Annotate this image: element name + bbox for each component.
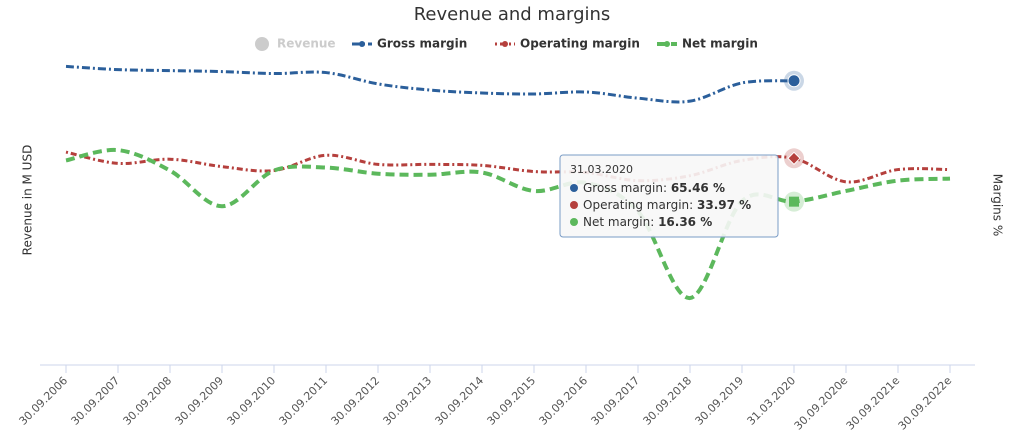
- x-tick-label: 30.09.2008: [121, 374, 175, 428]
- tooltip-name: Operating margin: [583, 198, 689, 212]
- tooltip-sep: :: [663, 181, 671, 195]
- tooltip-sep: :: [689, 198, 697, 212]
- tooltip-name: Net margin: [583, 215, 650, 229]
- tooltip-dot: [570, 184, 578, 192]
- x-tick-label: 30.09.2020e: [792, 374, 851, 433]
- tooltip-value: 65.46 %: [671, 181, 725, 195]
- series-line: [65, 64, 795, 104]
- tooltip-title: 31.03.2020: [570, 163, 633, 176]
- legend-marker: [664, 41, 670, 47]
- tooltip-box: [559, 154, 779, 238]
- chart-title: Revenue and margins: [414, 4, 611, 25]
- x-tick-label: 30.09.2006: [17, 374, 71, 428]
- x-tick-label: 30.09.2021e: [844, 374, 903, 433]
- tooltip-dot: [570, 218, 578, 226]
- legend-marker: [359, 41, 365, 47]
- y2-axis-label: Margins %: [991, 174, 1005, 236]
- x-tick-label: 30.09.2016: [537, 374, 591, 428]
- point-marker: [789, 196, 799, 207]
- tooltip-value: 16.36 %: [658, 215, 712, 229]
- legend-symbol: [255, 37, 269, 51]
- x-tick-label: 30.09.2019: [693, 374, 747, 428]
- legend-label: Gross margin: [377, 37, 467, 51]
- x-tick-label: 30.09.2014: [433, 374, 487, 428]
- x-tick-label: 31.03.2020: [745, 374, 799, 428]
- x-tick-label: 30.09.2011: [277, 374, 331, 428]
- tooltip-row: Operating margin: 33.97 %: [583, 198, 751, 212]
- x-tick-label: 30.09.2022e: [896, 374, 955, 433]
- x-tick-label: 30.09.2007: [69, 374, 123, 428]
- y-axis-label: Revenue in M USD: [21, 145, 35, 256]
- point-marker: [787, 74, 801, 88]
- legend-label: Net margin: [682, 37, 758, 51]
- tooltip-sep: :: [650, 215, 658, 229]
- legend-label: Revenue: [277, 37, 336, 51]
- x-tick-label: 30.09.2015: [485, 374, 539, 428]
- legend-label: Operating margin: [520, 37, 640, 51]
- point-marker: [787, 151, 801, 166]
- tooltip-row: Net margin: 16.36 %: [583, 215, 712, 229]
- tooltip-dot: [570, 201, 578, 209]
- legend-marker: [502, 41, 508, 47]
- tooltip-name: Gross margin: [583, 181, 663, 195]
- x-tick-label: 30.09.2017: [589, 374, 643, 428]
- tooltip-row: Gross margin: 65.46 %: [583, 181, 725, 195]
- x-tick-label: 30.09.2009: [173, 374, 227, 428]
- series-line: [65, 150, 951, 184]
- x-tick-label: 30.09.2013: [381, 374, 435, 428]
- series-line: [65, 147, 951, 301]
- tooltip-value: 33.97 %: [697, 198, 751, 212]
- x-tick-label: 30.09.2018: [641, 374, 695, 428]
- x-tick-label: 30.09.2012: [329, 374, 383, 428]
- x-tick-label: 30.09.2010: [225, 374, 279, 428]
